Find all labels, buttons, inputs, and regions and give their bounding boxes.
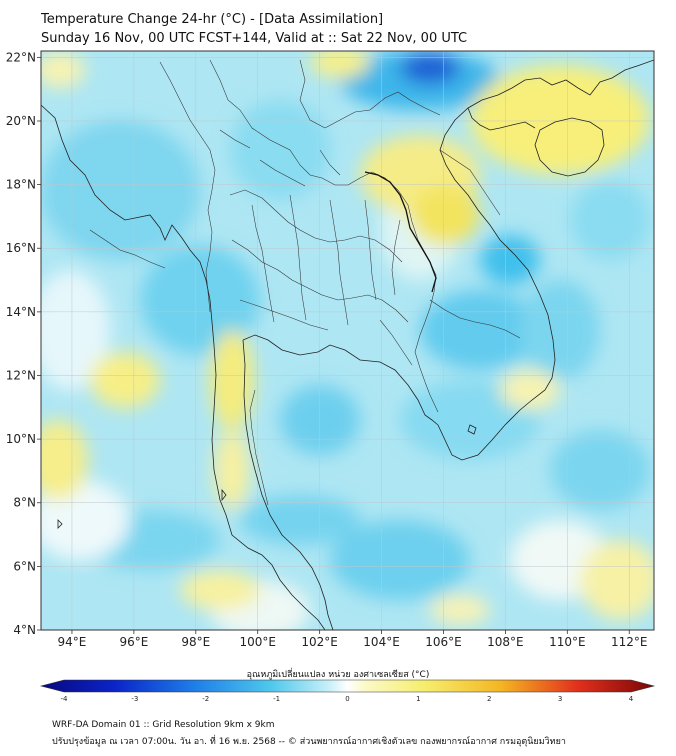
longitude-axis: 94°E 96°E 98°E 100°E 102°E 104°E 106°E 108°E 110… [58,630,648,649]
colorbar-tick-label: 1 [416,695,420,703]
lon-label: 106°E [425,635,462,649]
colorbar-tick-label: 2 [487,695,491,703]
colorbar-tick-label: 4 [629,695,634,703]
lat-label: 14°N [6,305,36,319]
lon-label: 98°E [181,635,210,649]
map-frame [40,50,655,631]
lat-label: 18°N [6,178,36,192]
lat-label: 20°N [6,114,36,128]
colorbar-ticks: -4 -3 -2 -1 0 1 2 3 4 [61,695,634,703]
footer-line-1: WRF-DA Domain 01 :: Grid Resolution 9km … [52,720,275,730]
colorbar: -4 -3 -2 -1 0 1 2 3 4 [39,679,656,703]
colorbar-gradient [39,679,656,693]
lat-label: 6°N [13,559,36,573]
colorbar-tick-label: -2 [202,695,209,703]
lon-label: 96°E [119,635,148,649]
lon-label: 108°E [487,635,524,649]
lon-label: 110°E [549,635,586,649]
chart-title: Temperature Change 24-hr (°C) - [Data As… [41,12,384,27]
lat-label: 4°N [13,623,36,637]
lon-label: 102°E [301,635,338,649]
lat-label: 10°N [6,432,36,446]
lon-label: 100°E [239,635,276,649]
colorbar-tick-label: -3 [131,695,138,703]
lat-label: 12°N [6,368,36,382]
graticule [41,51,654,631]
footer-line-2: ปรับปรุงข้อมูล ณ เวลา 07:00น. วัน อา. ที… [52,737,566,747]
lat-label: 8°N [13,496,36,510]
temperature-field [41,51,654,630]
colorbar-tick-label: 0 [345,695,349,703]
lat-label: 16°N [6,241,36,255]
chart-subtitle: Sunday 16 Nov, 00 UTC FCST+144, Valid at… [41,31,468,46]
lon-label: 112°E [611,635,648,649]
lat-label: 22°N [6,50,36,64]
colorbar-label: อุณหภูมิเปลี่ยนแปลง หน่วย องศาเซลเซียส (… [246,670,430,680]
colorbar-tick-label: -1 [273,695,280,703]
colorbar-tick-label: 3 [558,695,562,703]
lon-label: 94°E [58,635,87,649]
coastlines [41,59,654,630]
colorbar-tick-label: -4 [61,695,69,703]
lon-label: 104°E [363,635,400,649]
latitude-axis: 22°N 20°N 18°N 16°N 14°N 12°N 10°N 8°N 6°N 4°N [6,50,41,637]
thailand-border [364,171,437,293]
